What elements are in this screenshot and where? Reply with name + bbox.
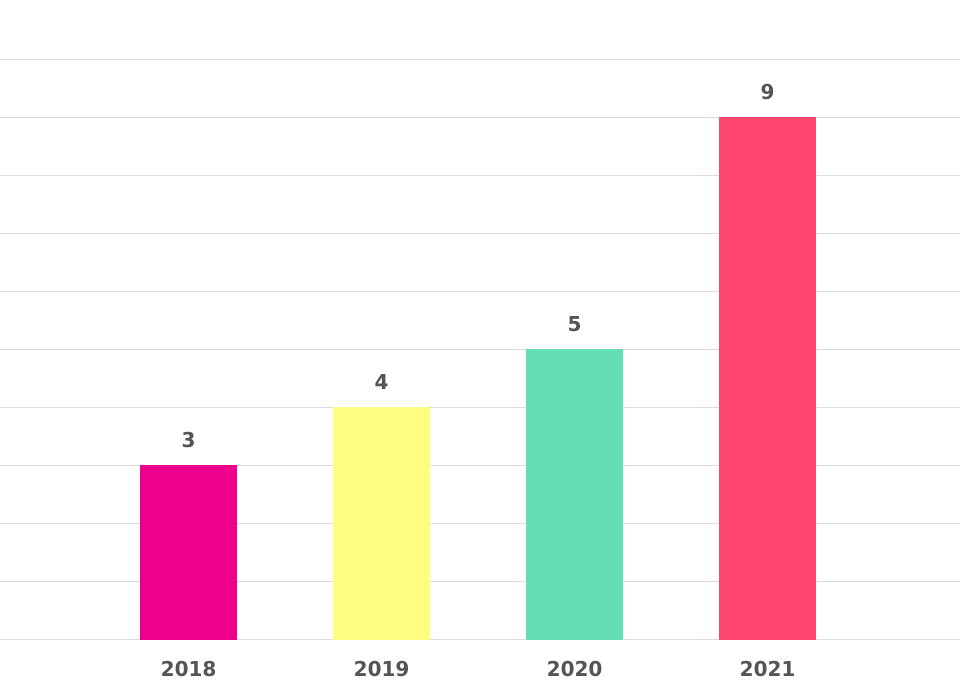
category-label-2019: 2019 [354, 657, 410, 681]
bar-2018 [140, 465, 237, 640]
bar-2021 [719, 117, 816, 640]
bar-2020 [526, 349, 623, 640]
category-label-2018: 2018 [161, 657, 217, 681]
category-labels: 2018 2019 2020 2021 [161, 657, 796, 681]
bar-2019 [333, 407, 430, 640]
value-label-2019: 4 [375, 370, 389, 394]
bars [140, 117, 816, 640]
category-label-2020: 2020 [547, 657, 603, 681]
value-labels: 3 4 5 9 [182, 80, 775, 452]
category-label-2021: 2021 [740, 657, 796, 681]
value-label-2020: 5 [568, 312, 582, 336]
value-label-2021: 9 [761, 80, 775, 104]
value-label-2018: 3 [182, 428, 196, 452]
